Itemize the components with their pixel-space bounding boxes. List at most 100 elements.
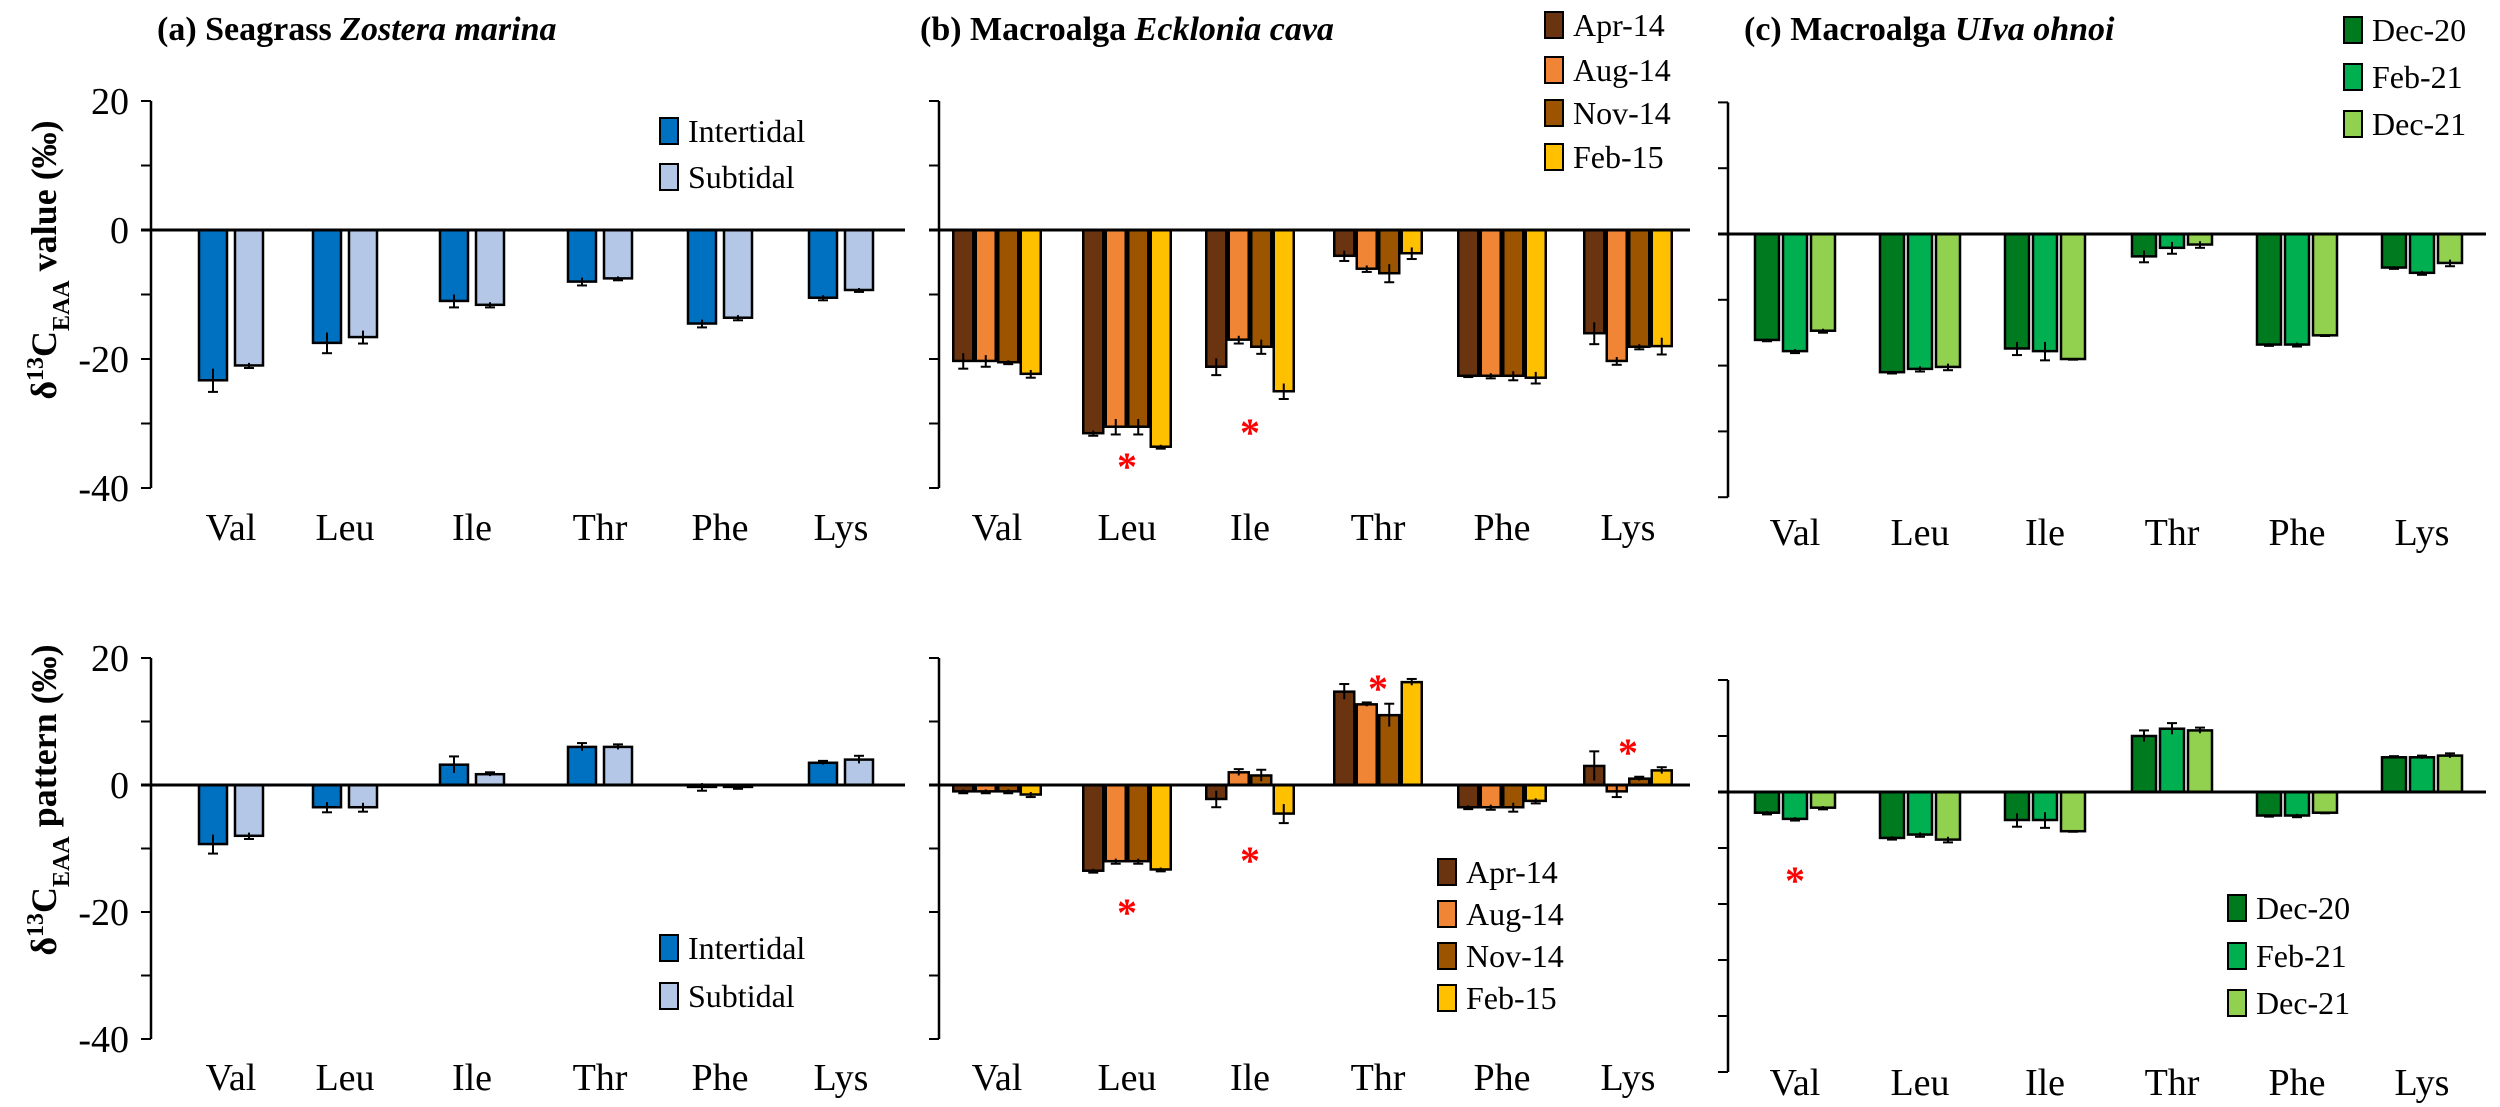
panel-c-value: Val Leu Ile Thr Phe Lys Dec-20 Feb-21 Dec-21 (c) … — [1718, 11, 2486, 554]
bar-Aug-14-Thr — [1355, 228, 1378, 270]
bar-Dec-21-Phe — [2311, 232, 2339, 337]
bar-Feb-15-Phe — [1524, 228, 1547, 379]
bar-Subtidal-Phe — [722, 228, 754, 319]
legend-label: Intertidal — [688, 113, 805, 149]
x-tick-label-Leu: Leu — [1097, 1057, 1156, 1099]
y-label-part: δ — [24, 381, 64, 400]
bar-Dec-20-Ile — [2003, 232, 2031, 350]
panel-title: (c) Macroalga UIva ohnoi — [1744, 11, 2115, 48]
bar-Dec-20-Val — [1753, 790, 1781, 814]
bar-Aug-14-Ile — [1227, 228, 1250, 341]
x-tick-label-Phe: Phe — [1474, 1057, 1531, 1099]
x-tick-label-Thr: Thr — [2145, 1062, 2200, 1104]
y-label-part: 13 — [23, 357, 49, 381]
bar-Aug-14-Leu — [1104, 783, 1127, 863]
legend-label: Dec-20 — [2372, 12, 2466, 48]
y-label-part: δ — [24, 937, 64, 956]
bar-Dec-21-Phe — [2311, 790, 2339, 814]
bar-Dec-20-Lys — [2380, 756, 2408, 794]
significance-star: * — [1240, 838, 1260, 883]
title-text: (b) Macroalga — [920, 11, 1135, 48]
legend-swatch — [659, 163, 679, 191]
legend-label: Aug-14 — [1466, 896, 1564, 932]
y-tick-label: -20 — [78, 339, 129, 381]
legend-label: Feb-21 — [2372, 59, 2463, 95]
bar-Dec-21-Ile — [2059, 790, 2087, 833]
bar-Dec-21-Thr — [2186, 729, 2214, 794]
legend-label: Dec-21 — [2256, 985, 2350, 1021]
x-tick-label-Lys: Lys — [1601, 1057, 1656, 1099]
x-tick-label-Val: Val — [972, 507, 1023, 549]
bar-Nov-14-Lys — [1628, 228, 1651, 348]
legend-label: Subtidal — [688, 159, 795, 195]
x-tick-label-Ile: Ile — [2025, 512, 2065, 554]
y-label-part: EAA — [49, 280, 75, 331]
x-tick-label-Phe: Phe — [692, 507, 749, 549]
bar-Apr-14-Leu — [1082, 783, 1105, 872]
x-tick-label-Leu: Leu — [1890, 512, 1949, 554]
x-tick-label-Thr: Thr — [573, 507, 628, 549]
bar-Feb-21-Lys — [2408, 232, 2436, 275]
bar-Subtidal-Val — [233, 228, 265, 367]
panel-b-value: Val Leu Ile Thr Phe Lys * * Apr-14 Aug-14 Nov-14 Fe… — [920, 7, 1690, 549]
title-species: UIva ohnoi — [1955, 11, 2115, 48]
y-tick-label: 20 — [91, 81, 129, 123]
significance-star: * — [1618, 730, 1638, 775]
bar-Apr-14-Thr — [1333, 690, 1356, 787]
title-text: (a) Seagrass — [157, 11, 340, 48]
bar-Intertidal-Phe — [686, 228, 718, 325]
bar-Intertidal-Leu — [311, 228, 343, 345]
x-tick-label-Leu: Leu — [1890, 1062, 1949, 1104]
legend-label: Feb-15 — [1466, 980, 1557, 1016]
bar-Nov-14-Ile — [1250, 228, 1273, 348]
x-tick-label-Ile: Ile — [2025, 1062, 2065, 1104]
y-label-part: pattern (‰) — [24, 644, 64, 836]
bar-Feb-21-Phe — [2283, 790, 2311, 817]
y-tick-label: -20 — [78, 892, 129, 934]
bar-Aug-14-Leu — [1104, 228, 1127, 428]
title-species: Ecklonia cava — [1134, 11, 1334, 48]
y-axis-label: δ13CEAA value (‰) — [23, 120, 75, 399]
bar-Dec-20-Leu — [1878, 232, 1906, 374]
bar-Nov-14-Phe — [1502, 228, 1525, 378]
legend-label: Subtidal — [688, 978, 795, 1014]
bar-Subtidal-Lys — [843, 228, 875, 292]
x-tick-label-Val: Val — [1770, 1062, 1821, 1104]
y-tick-label: -40 — [78, 468, 129, 510]
panel-b-pattern: Val Leu Ile Thr Phe Lys * * * * Apr-14 Aug-14 Nov-14… — [929, 657, 1690, 1099]
panel-a-value: 20 0 -20 -40 Val Leu Ile Thr Phe Lys Intertidal Sub… — [23, 11, 905, 549]
legend-swatch — [1544, 56, 1564, 84]
legend-swatch — [1437, 858, 1457, 886]
bar-Apr-14-Leu — [1082, 228, 1105, 435]
legend-label: Nov-14 — [1466, 938, 1564, 974]
bar-Nov-14-Leu — [1127, 783, 1150, 863]
bar-Aug-14-Lys — [1605, 228, 1628, 363]
bar-Feb-15-Val — [1019, 228, 1042, 376]
bar-Apr-14-Phe — [1457, 228, 1480, 378]
bar-Feb-21-Leu — [1906, 790, 1934, 836]
x-tick-label-Ile: Ile — [1230, 1057, 1270, 1099]
legend-swatch — [1437, 900, 1457, 928]
legend-label: Aug-14 — [1573, 52, 1671, 88]
bar-Aug-14-Phe — [1479, 228, 1502, 378]
bar-Intertidal-Val — [197, 228, 229, 382]
bar-Nov-14-Val — [997, 228, 1020, 364]
bar-Feb-21-Val — [1781, 232, 1809, 353]
legend-label: Intertidal — [688, 930, 805, 966]
bar-Feb-15-Ile — [1272, 228, 1295, 393]
bar-Feb-15-Lys — [1650, 228, 1673, 348]
x-tick-label-Lys: Lys — [2395, 512, 2450, 554]
legend-swatch — [2227, 989, 2247, 1017]
bar-Feb-15-Leu — [1149, 783, 1172, 871]
legend-label: Dec-21 — [2372, 106, 2466, 142]
significance-star: * — [1368, 666, 1388, 711]
y-axis-label: δ13CEAA pattern (‰) — [23, 644, 75, 955]
bar-Dec-21-Lys — [2436, 754, 2464, 794]
x-tick-label-Thr: Thr — [2145, 512, 2200, 554]
bar-Subtidal-Thr — [602, 745, 634, 787]
x-tick-label-Phe: Phe — [1474, 507, 1531, 549]
legend-label: Apr-14 — [1573, 7, 1665, 43]
bar-Dec-20-Phe — [2255, 232, 2283, 346]
panel-title: (a) Seagrass Zostera marina — [157, 11, 557, 48]
